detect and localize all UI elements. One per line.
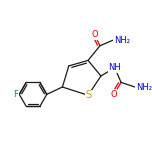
Text: NH: NH <box>108 63 121 72</box>
Text: F: F <box>14 90 18 99</box>
Text: NH₂: NH₂ <box>136 83 152 92</box>
Text: S: S <box>85 90 91 100</box>
Text: O: O <box>91 30 98 39</box>
Text: O: O <box>111 90 117 99</box>
Text: NH₂: NH₂ <box>114 36 130 45</box>
